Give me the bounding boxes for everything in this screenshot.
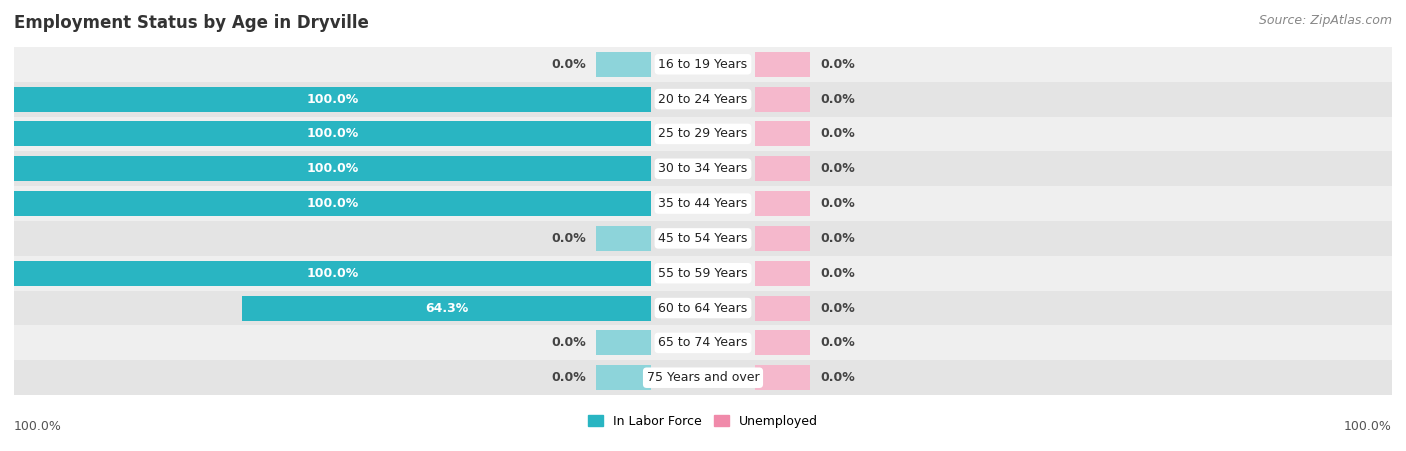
Text: 0.0%: 0.0% bbox=[820, 267, 855, 280]
Bar bbox=[755, 52, 810, 77]
Bar bbox=[242, 295, 651, 321]
Text: 35 to 44 Years: 35 to 44 Years bbox=[658, 197, 748, 210]
Text: 75 Years and over: 75 Years and over bbox=[647, 371, 759, 384]
Text: 100.0%: 100.0% bbox=[307, 197, 359, 210]
Text: 0.0%: 0.0% bbox=[820, 92, 855, 106]
Text: 0.0%: 0.0% bbox=[551, 336, 586, 350]
Text: 16 to 19 Years: 16 to 19 Years bbox=[658, 58, 748, 71]
Text: 64.3%: 64.3% bbox=[425, 302, 468, 314]
Bar bbox=[755, 365, 810, 390]
Text: 0.0%: 0.0% bbox=[551, 371, 586, 384]
Bar bbox=[14, 186, 1392, 221]
Text: 65 to 74 Years: 65 to 74 Years bbox=[658, 336, 748, 350]
Bar bbox=[14, 121, 651, 147]
Text: 0.0%: 0.0% bbox=[551, 58, 586, 71]
Text: 25 to 29 Years: 25 to 29 Years bbox=[658, 128, 748, 140]
Text: 100.0%: 100.0% bbox=[307, 267, 359, 280]
Bar bbox=[14, 156, 651, 181]
Text: 0.0%: 0.0% bbox=[820, 302, 855, 314]
Bar bbox=[14, 47, 1392, 82]
Bar bbox=[596, 330, 651, 355]
Text: Source: ZipAtlas.com: Source: ZipAtlas.com bbox=[1258, 14, 1392, 27]
Bar bbox=[596, 52, 651, 77]
Bar bbox=[755, 121, 810, 147]
Text: 100.0%: 100.0% bbox=[307, 92, 359, 106]
Bar bbox=[14, 290, 1392, 326]
Bar bbox=[755, 226, 810, 251]
Legend: In Labor Force, Unemployed: In Labor Force, Unemployed bbox=[583, 410, 823, 433]
Text: 0.0%: 0.0% bbox=[551, 232, 586, 245]
Bar bbox=[14, 82, 1392, 116]
Bar bbox=[755, 156, 810, 181]
Bar bbox=[14, 326, 1392, 360]
Text: 0.0%: 0.0% bbox=[820, 128, 855, 140]
Bar bbox=[14, 191, 651, 216]
Text: Employment Status by Age in Dryville: Employment Status by Age in Dryville bbox=[14, 14, 368, 32]
Text: 0.0%: 0.0% bbox=[820, 162, 855, 175]
Text: 60 to 64 Years: 60 to 64 Years bbox=[658, 302, 748, 314]
Text: 20 to 24 Years: 20 to 24 Years bbox=[658, 92, 748, 106]
Bar bbox=[14, 256, 1392, 290]
Text: 30 to 34 Years: 30 to 34 Years bbox=[658, 162, 748, 175]
Text: 100.0%: 100.0% bbox=[14, 420, 62, 433]
Bar bbox=[596, 226, 651, 251]
Bar bbox=[755, 295, 810, 321]
Text: 0.0%: 0.0% bbox=[820, 197, 855, 210]
Text: 0.0%: 0.0% bbox=[820, 58, 855, 71]
Text: 100.0%: 100.0% bbox=[307, 128, 359, 140]
Bar bbox=[14, 261, 651, 286]
Bar bbox=[596, 365, 651, 390]
Bar bbox=[755, 261, 810, 286]
Bar bbox=[14, 87, 651, 112]
Bar bbox=[755, 330, 810, 355]
Bar bbox=[755, 87, 810, 112]
Text: 0.0%: 0.0% bbox=[820, 371, 855, 384]
Text: 100.0%: 100.0% bbox=[307, 162, 359, 175]
Text: 100.0%: 100.0% bbox=[1344, 420, 1392, 433]
Bar bbox=[14, 360, 1392, 395]
Text: 55 to 59 Years: 55 to 59 Years bbox=[658, 267, 748, 280]
Bar bbox=[14, 152, 1392, 186]
Text: 0.0%: 0.0% bbox=[820, 232, 855, 245]
Bar bbox=[14, 116, 1392, 152]
Text: 0.0%: 0.0% bbox=[820, 336, 855, 350]
Bar bbox=[14, 221, 1392, 256]
Text: 45 to 54 Years: 45 to 54 Years bbox=[658, 232, 748, 245]
Bar bbox=[755, 191, 810, 216]
